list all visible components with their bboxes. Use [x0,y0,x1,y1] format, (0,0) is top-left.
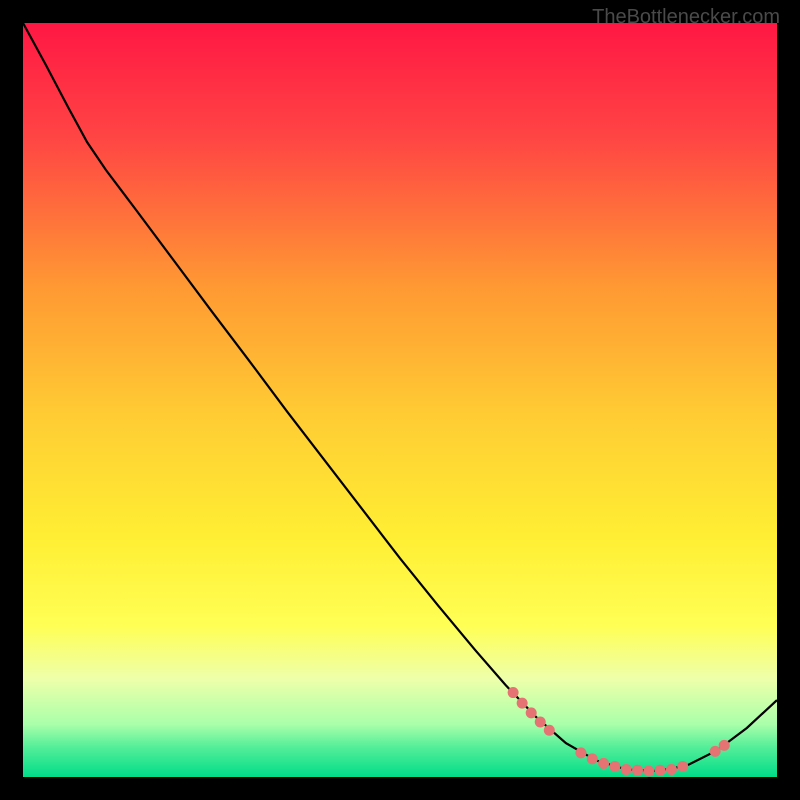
curve-markers [508,687,730,776]
curve-marker [710,746,721,757]
curve-marker [575,747,586,758]
curve-marker [655,765,666,776]
watermark-text: TheBottlenecker.com [592,6,780,29]
curve-marker [643,765,654,776]
curve-marker [535,716,546,727]
curve-marker [508,687,519,698]
curve-marker [587,753,598,764]
curve-marker [621,764,632,775]
curve-marker [598,758,609,769]
curve-marker [526,707,537,718]
curve-marker [517,698,528,709]
curve-marker [719,740,730,751]
curve-marker [677,761,688,772]
curve-marker [544,725,555,736]
chart-curve-layer [23,23,777,777]
curve-marker [666,764,677,775]
bottleneck-curve [23,23,777,771]
curve-marker [609,761,620,772]
chart-plot-area [23,23,777,777]
curve-marker [632,765,643,776]
